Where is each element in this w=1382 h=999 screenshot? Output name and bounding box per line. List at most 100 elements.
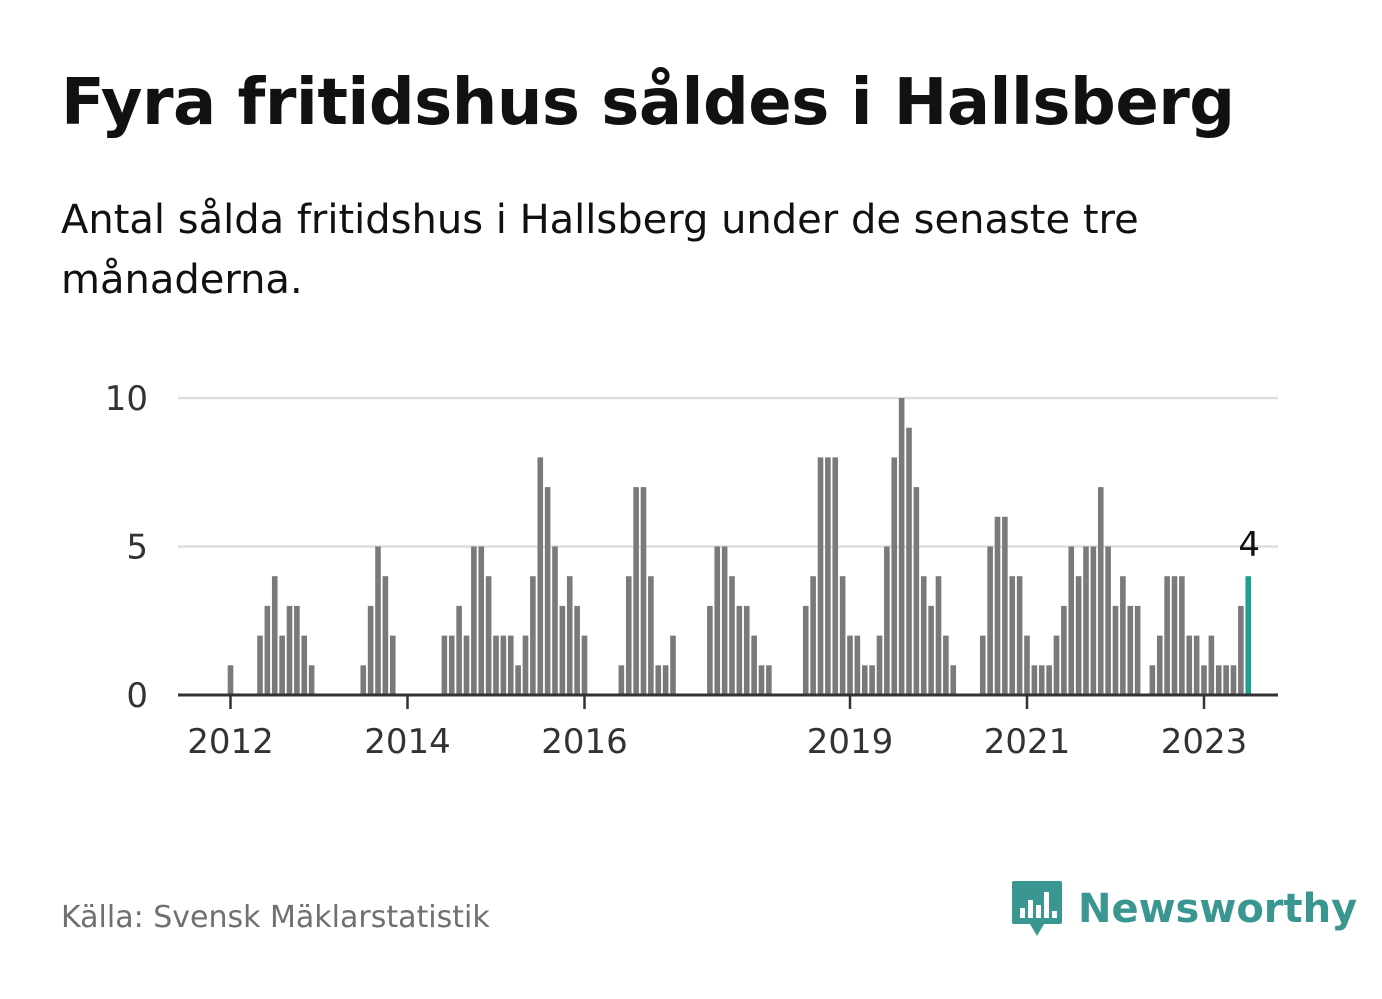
bar [758,665,765,695]
bar [1105,546,1111,695]
newsworthy-logo: Newsworthy [1010,878,1357,940]
chart-title: Fyra fritidshus såldes i Hallsberg [61,66,1235,140]
bar [537,457,544,695]
bar [721,546,728,695]
bar [515,665,521,695]
bar [987,546,993,695]
bar [1002,516,1008,695]
bar [1164,576,1170,695]
bar [714,546,721,695]
bar [1061,605,1067,695]
bar [832,457,839,695]
bar [817,457,824,695]
bar [500,635,507,695]
bar [522,635,529,695]
bar [943,635,949,695]
bar-chart: 0 5 10 4 2012 2014 2016 2019 2021 2023 [105,379,1278,762]
bar [884,546,890,695]
bar [618,665,625,695]
bar [1201,665,1207,695]
bar [655,665,662,695]
bar [1090,546,1097,695]
bar [928,605,934,695]
bar-chart-speech-bubble-icon [1012,881,1062,936]
bar [471,546,477,695]
bar [507,635,514,695]
bar [898,398,905,695]
bar [1134,605,1141,695]
bar [847,635,853,695]
bar [1179,576,1185,695]
y-tick-label: 10 [105,379,148,419]
bar [1068,546,1075,695]
bar [1208,635,1215,695]
bar [544,487,551,695]
bar [1127,605,1134,695]
bar [729,576,735,695]
bar [1171,576,1178,695]
x-tick-label: 2019 [807,722,894,762]
bar [854,635,861,695]
bar [891,457,898,695]
bar [1186,635,1193,695]
bar [906,427,912,695]
bar [301,635,308,695]
chart-subtitle: Antal sålda fritidshus i Hallsberg under… [61,197,1139,303]
bar [839,576,846,695]
bar [441,635,448,695]
bar [920,576,927,695]
bar [935,576,942,695]
bar [463,635,470,695]
bar [1031,665,1038,695]
bar [1009,576,1016,695]
bar [478,546,485,695]
bar [625,576,632,695]
bar [913,487,920,695]
bar [382,576,389,695]
x-tick-label: 2014 [364,722,451,762]
bar [825,457,831,695]
x-tick-label: 2012 [187,722,274,762]
bar [559,605,566,695]
bar [979,635,986,695]
bar [1238,605,1244,695]
bar [286,605,293,695]
bar [662,665,669,695]
bar [1230,665,1237,695]
bar [257,635,263,695]
bar [1053,635,1060,695]
bar [869,665,875,695]
y-tick-label: 5 [126,528,148,568]
bar [367,605,374,695]
bar [566,576,573,695]
bar [493,635,499,695]
y-tick-label: 0 [126,676,148,716]
x-tick-label: 2021 [984,722,1071,762]
bar [1097,487,1104,695]
bar [389,635,396,695]
bar [802,605,809,695]
bar [736,605,743,695]
bar [552,546,558,695]
bar [810,576,816,695]
bar [648,576,654,695]
bar [1120,576,1126,695]
bar [707,605,713,695]
bar [1112,605,1119,695]
bar [1193,635,1200,695]
bar [743,605,750,695]
bar [876,635,883,695]
bar [264,605,271,695]
bar [633,487,639,695]
bar [766,665,772,695]
bar [861,665,868,695]
brand-name: Newsworthy [1078,886,1358,932]
bar [574,605,580,695]
bar-highlight [1245,576,1252,695]
bar [1156,635,1163,695]
bar [279,635,285,695]
bar [227,665,234,695]
bar [375,546,381,695]
bar [1038,665,1045,695]
bar [360,665,367,695]
